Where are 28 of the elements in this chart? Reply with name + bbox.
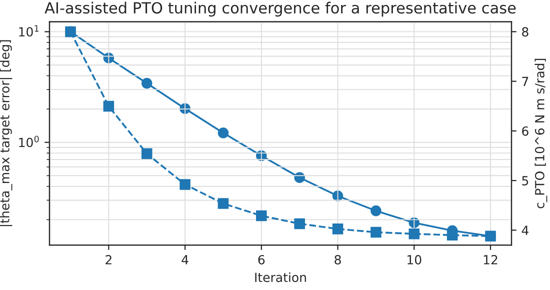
chart-title: AI-assisted PTO tuning convergence for a representative case <box>44 2 516 17</box>
point <box>103 100 114 112</box>
y-axis-title: |theta_max target error| [deg] <box>0 40 12 226</box>
point <box>141 148 152 160</box>
y2-tick-label: 5 <box>522 176 528 186</box>
point <box>218 198 229 209</box>
point <box>332 224 344 234</box>
x-tick-label: 2 <box>106 254 112 264</box>
point <box>65 26 76 38</box>
y2-tick-label: 6 <box>522 126 528 136</box>
y2-tick-label: 4 <box>522 226 528 235</box>
x-tick-label: 6 <box>258 254 265 264</box>
point <box>370 226 382 238</box>
y2-tick-label: 8 <box>522 27 528 37</box>
point <box>180 179 190 190</box>
point <box>256 210 267 222</box>
x-tick-label: 8 <box>334 254 341 264</box>
x-tick-label: 4 <box>182 255 188 264</box>
y2-tick-label: 7 <box>522 76 528 86</box>
y-tick-label: 10$^{1}$ <box>19 25 39 37</box>
point <box>408 228 420 240</box>
point <box>446 230 458 241</box>
point <box>294 218 305 230</box>
x-tick-label: 12 <box>484 254 498 264</box>
y-tick-label: 10$^{0}$ <box>19 136 39 148</box>
x-tick-label: 10 <box>408 254 422 264</box>
x-axis-title: Iteration <box>255 272 306 282</box>
y2-axis-title: c_PTO [10^6 N m s/rad] <box>534 58 548 208</box>
